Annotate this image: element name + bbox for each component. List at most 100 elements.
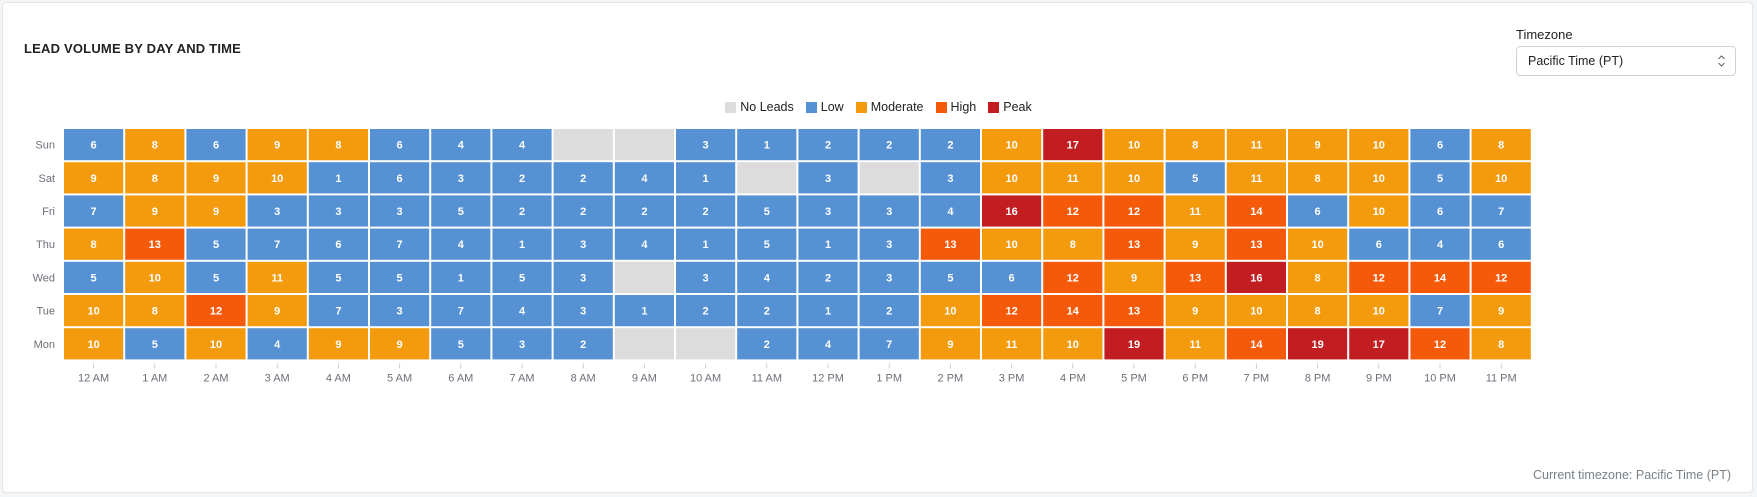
heatmap-cell bbox=[859, 261, 919, 293]
heatmap-cell bbox=[1165, 261, 1225, 293]
heatmap-cell bbox=[64, 328, 124, 360]
heatmap-cell bbox=[1349, 195, 1409, 227]
heatmap-cell-value: 12 bbox=[1067, 206, 1079, 218]
heatmap-cell-value: 10 bbox=[1250, 306, 1262, 318]
heatmap-cell bbox=[920, 295, 980, 327]
heatmap-cell bbox=[1104, 162, 1164, 194]
heatmap-cell-value: 2 bbox=[580, 339, 586, 351]
heatmap-cell-value: 5 bbox=[335, 272, 341, 284]
heatmap-cell-value: 13 bbox=[1250, 239, 1262, 251]
timezone-label: Timezone bbox=[1516, 27, 1573, 42]
heatmap-cell bbox=[982, 195, 1042, 227]
heatmap-cell bbox=[431, 328, 491, 360]
heatmap-cell-value: 7 bbox=[458, 306, 464, 318]
heatmap-cell bbox=[1410, 295, 1470, 327]
heatmap-cell bbox=[1226, 195, 1286, 227]
heatmap-cell bbox=[186, 328, 246, 360]
heatmap-cell bbox=[676, 295, 736, 327]
heatmap-cell-value: 6 bbox=[213, 140, 219, 152]
heatmap-cell bbox=[614, 261, 674, 293]
heatmap-cell-value: 11 bbox=[271, 272, 283, 284]
heatmap-cell-value: 6 bbox=[335, 239, 341, 251]
legend-label: Low bbox=[820, 100, 844, 114]
timezone-select[interactable]: Pacific Time (PT) bbox=[1516, 46, 1736, 76]
heatmap-cell bbox=[1043, 328, 1103, 360]
heatmap-cell bbox=[1226, 295, 1286, 327]
heatmap-cell bbox=[125, 261, 185, 293]
heatmap-cell-value: 12 bbox=[1128, 206, 1140, 218]
heatmap-cell bbox=[553, 228, 613, 260]
heatmap-cell bbox=[859, 228, 919, 260]
heatmap-cell-value: 14 bbox=[1250, 206, 1263, 218]
heatmap-cell bbox=[859, 129, 919, 161]
heatmap-cell-value: 7 bbox=[397, 239, 403, 251]
heatmap-cell bbox=[798, 195, 858, 227]
heatmap-cell bbox=[920, 261, 980, 293]
heatmap-cell-value: 9 bbox=[91, 173, 97, 185]
y-tick-label: Sat bbox=[38, 173, 55, 185]
heatmap-cell bbox=[1104, 129, 1164, 161]
heatmap-cell bbox=[1226, 328, 1286, 360]
x-tick-label: 2 AM bbox=[203, 372, 228, 384]
heatmap-cell-value: 17 bbox=[1067, 140, 1079, 152]
heatmap-cell-value: 9 bbox=[1192, 306, 1198, 318]
heatmap-cell-value: 7 bbox=[335, 306, 341, 318]
x-tick-label: 3 PM bbox=[999, 372, 1025, 384]
heatmap-cell-value: 8 bbox=[152, 173, 158, 185]
heatmap-cell bbox=[64, 295, 124, 327]
heatmap-cell-value: 3 bbox=[886, 272, 892, 284]
heatmap-cell-value: 1 bbox=[764, 140, 770, 152]
heatmap-cell bbox=[1471, 228, 1531, 260]
heatmap-cell bbox=[676, 261, 736, 293]
heatmap-cell-value: 10 bbox=[1373, 140, 1385, 152]
x-tick-label: 4 AM bbox=[326, 372, 351, 384]
heatmap-cell bbox=[1288, 129, 1348, 161]
heatmap-cell bbox=[370, 228, 430, 260]
heatmap-cell bbox=[64, 195, 124, 227]
heatmap-cell-value: 9 bbox=[274, 306, 280, 318]
heatmap-cell-value: 10 bbox=[1005, 173, 1017, 185]
heatmap-cell-value: 5 bbox=[947, 272, 953, 284]
legend-label: High bbox=[950, 100, 977, 114]
heatmap-cell bbox=[982, 261, 1042, 293]
heatmap-cell-value: 6 bbox=[1376, 239, 1382, 251]
heatmap-cell-value: 5 bbox=[91, 272, 97, 284]
heatmap-cell-value: 6 bbox=[1437, 140, 1443, 152]
heatmap-cell-value: 10 bbox=[1005, 239, 1017, 251]
heatmap-cell-value: 6 bbox=[1009, 272, 1015, 284]
x-tick-label: 7 AM bbox=[509, 372, 534, 384]
heatmap-cell bbox=[982, 129, 1042, 161]
heatmap-cell-value: 12 bbox=[1434, 339, 1446, 351]
heatmap-cell bbox=[737, 328, 797, 360]
heatmap-cell bbox=[920, 228, 980, 260]
x-tick-label: 8 PM bbox=[1305, 372, 1331, 384]
heatmap-cell-value: 6 bbox=[397, 173, 403, 185]
heatmap-cell bbox=[982, 162, 1042, 194]
heatmap-cell bbox=[431, 228, 491, 260]
heatmap-cell bbox=[982, 328, 1042, 360]
heatmap-cell-value: 4 bbox=[458, 239, 465, 251]
heatmap-cell bbox=[64, 228, 124, 260]
heatmap-cell-value: 7 bbox=[886, 339, 892, 351]
heatmap-cell-value: 2 bbox=[580, 206, 586, 218]
heatmap-cell-value: 10 bbox=[210, 339, 222, 351]
heatmap-cell-value: 8 bbox=[1070, 239, 1076, 251]
heatmap-cell bbox=[308, 261, 368, 293]
y-tick-label: Sun bbox=[35, 140, 55, 152]
heatmap-cell bbox=[1043, 228, 1103, 260]
heatmap-cell bbox=[1165, 129, 1225, 161]
heatmap-cell bbox=[737, 162, 797, 194]
heatmap-cell-value: 5 bbox=[458, 339, 464, 351]
heatmap-cell-value: 16 bbox=[1250, 272, 1262, 284]
heatmap-cell bbox=[614, 129, 674, 161]
heatmap-cell-value: 1 bbox=[703, 239, 709, 251]
heatmap-cell bbox=[737, 195, 797, 227]
x-tick-label: 10 PM bbox=[1424, 372, 1456, 384]
heatmap-cell-value: 3 bbox=[580, 306, 586, 318]
heatmap-cell-value: 10 bbox=[149, 272, 161, 284]
heatmap-cell-value: 10 bbox=[1373, 206, 1385, 218]
heatmap-cell bbox=[553, 328, 613, 360]
heatmap-cell bbox=[1410, 261, 1470, 293]
heatmap-cell bbox=[247, 228, 307, 260]
heatmap-cell-value: 10 bbox=[1373, 306, 1385, 318]
